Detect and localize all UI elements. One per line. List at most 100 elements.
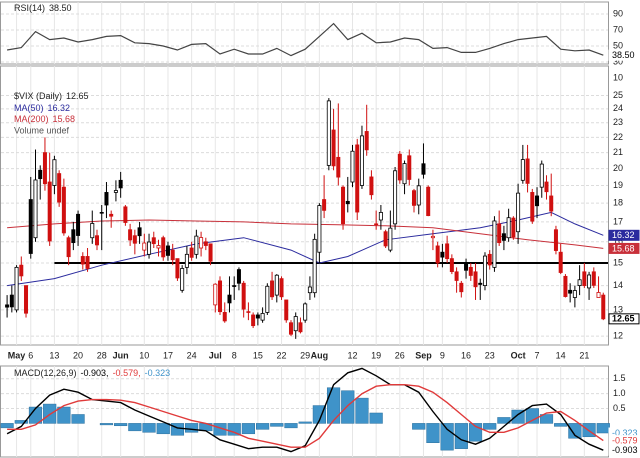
legend-value: 16.32 bbox=[48, 103, 71, 113]
candle-body bbox=[511, 217, 516, 238]
y-tick-label: 25 bbox=[613, 90, 623, 100]
histogram-bar bbox=[185, 423, 199, 433]
x-tick-label: 14 bbox=[556, 350, 566, 360]
candle-body bbox=[383, 231, 388, 247]
candle-body bbox=[482, 255, 487, 286]
candle-body bbox=[393, 170, 398, 225]
y-tick-label: 1.5 bbox=[613, 373, 626, 383]
y-tick-label: 20 bbox=[613, 163, 623, 173]
candle-body bbox=[80, 256, 85, 265]
histogram-bar bbox=[341, 390, 355, 424]
candle-body bbox=[341, 186, 346, 225]
candle-body bbox=[374, 223, 379, 226]
histogram-bar bbox=[326, 387, 341, 424]
candle-body bbox=[199, 237, 204, 249]
x-tick-label: Oct bbox=[511, 350, 526, 360]
candle-body bbox=[85, 256, 90, 269]
candle-body bbox=[563, 275, 568, 297]
x-tick-label: 8 bbox=[232, 350, 237, 360]
candle-body bbox=[28, 199, 33, 254]
candle-body bbox=[203, 241, 208, 246]
candle-body bbox=[9, 294, 14, 308]
histogram-bar bbox=[454, 423, 468, 449]
histogram-bar bbox=[568, 423, 582, 439]
candle-body bbox=[412, 190, 417, 206]
x-tick-label: Jul bbox=[209, 350, 222, 360]
candle-body bbox=[530, 192, 535, 222]
legend: MA(50) 16.32 bbox=[14, 103, 70, 113]
candle-body bbox=[61, 186, 66, 234]
value-tag-label: 16.32 bbox=[612, 230, 635, 240]
legend-name: $VIX (Daily) bbox=[14, 91, 62, 101]
x-tick-label: 19 bbox=[371, 350, 381, 360]
candle-body bbox=[99, 212, 104, 214]
candle-body bbox=[312, 238, 317, 294]
candle-body bbox=[42, 152, 47, 185]
x-tick-label: 22 bbox=[277, 350, 287, 360]
legend-name: MACD(12,26,9) bbox=[14, 368, 77, 378]
candle-body bbox=[478, 282, 483, 285]
candle-body bbox=[189, 247, 194, 258]
x-tick-label: 21 bbox=[579, 350, 589, 360]
x-tick-label: 7 bbox=[535, 350, 540, 360]
candle-body bbox=[218, 280, 223, 313]
legend-name: MA(50) bbox=[14, 103, 44, 113]
panel bbox=[0, 1, 609, 65]
candle-body bbox=[293, 316, 298, 332]
candle-body bbox=[402, 163, 407, 185]
x-tick-label: 9 bbox=[440, 350, 445, 360]
candle-body bbox=[317, 205, 322, 253]
candle-body bbox=[38, 169, 43, 180]
candle-body bbox=[516, 192, 521, 233]
candle-body bbox=[596, 292, 601, 298]
candle-body bbox=[270, 280, 275, 298]
x-tick-label: 29 bbox=[300, 350, 310, 360]
histogram-bar bbox=[170, 423, 185, 436]
candle-body bbox=[175, 258, 180, 279]
x-tick-label: 15 bbox=[253, 350, 263, 360]
histogram-bar bbox=[270, 423, 284, 427]
candle-body bbox=[459, 282, 464, 293]
legend-name: RSI(14) bbox=[14, 3, 45, 13]
legend-value: 15.68 bbox=[53, 114, 76, 124]
candle-body bbox=[165, 245, 170, 256]
candle-body bbox=[336, 156, 341, 178]
candle-body bbox=[430, 235, 435, 239]
macd-line bbox=[6, 367, 604, 453]
candle-body bbox=[76, 213, 81, 236]
candle-body bbox=[33, 179, 38, 239]
y-tick-label: 1.0 bbox=[613, 388, 626, 398]
candle-body bbox=[5, 304, 10, 308]
candle-body bbox=[222, 312, 227, 322]
histogram-bar bbox=[554, 423, 568, 427]
histogram-bar bbox=[298, 421, 312, 424]
candle-body bbox=[94, 235, 99, 246]
candle-body bbox=[19, 264, 24, 277]
candle-body bbox=[572, 290, 577, 298]
candle-body bbox=[568, 289, 573, 294]
candle-body bbox=[322, 199, 327, 211]
value-tag-label: 15.68 bbox=[612, 243, 635, 253]
candle-body bbox=[151, 237, 156, 245]
legend: $VIX (Daily) 12.65 bbox=[14, 91, 89, 101]
legend: Volume undef bbox=[14, 125, 70, 135]
candle-body bbox=[535, 195, 540, 207]
candle-body bbox=[601, 294, 606, 320]
candle-body bbox=[109, 213, 114, 217]
y-tick-label: 17 bbox=[613, 216, 623, 226]
candle-body bbox=[241, 282, 246, 310]
x-tick-label: 26 bbox=[395, 350, 405, 360]
candle-body bbox=[355, 144, 360, 213]
value-tag bbox=[608, 313, 640, 325]
candle-body bbox=[246, 311, 251, 313]
candle-body bbox=[388, 227, 393, 251]
candle-body bbox=[591, 271, 596, 286]
x-tick-label: May bbox=[8, 350, 26, 360]
candle-body bbox=[52, 159, 57, 186]
legend-name: MA(200) bbox=[14, 114, 49, 124]
y-tick-label: 24 bbox=[613, 103, 623, 113]
candle-body bbox=[577, 279, 582, 286]
histogram-bar bbox=[284, 423, 298, 429]
y-tick-label: 16 bbox=[613, 236, 623, 246]
candle-body bbox=[128, 229, 133, 241]
